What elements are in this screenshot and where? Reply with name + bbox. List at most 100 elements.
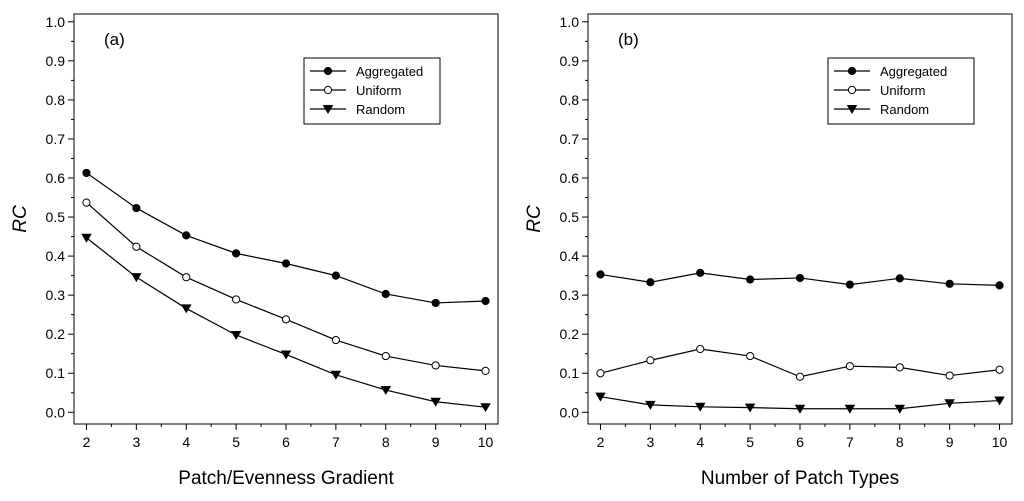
panel-b-random-point xyxy=(894,404,906,414)
panel-a-uniform-point xyxy=(431,361,440,370)
panel-a-x-tick-label: 4 xyxy=(182,434,190,450)
panel-a-random-point xyxy=(180,304,192,314)
panel-b-y-tick-label: 0.6 xyxy=(560,170,580,186)
panel-b-y-tick-label: 0.2 xyxy=(560,326,580,342)
panel-b-y-axis-title: RC xyxy=(524,205,545,233)
panel-a-series xyxy=(81,168,491,413)
panel-b-series xyxy=(595,268,1005,414)
panel-a-aggregated-point xyxy=(82,168,91,178)
panel-b-legend-aggregated-label: Aggregated xyxy=(880,64,947,79)
panel-a-y-tick-label: 1.0 xyxy=(46,14,66,30)
panel-a-aggregated-point xyxy=(132,203,141,213)
panel-a-x-tick-label: 9 xyxy=(432,434,440,450)
panel-a-x-axis-title: Patch/Evenness Gradient xyxy=(178,468,394,489)
panel-a-aggregated-point xyxy=(232,249,241,258)
panel-b-x-tick-label: 8 xyxy=(896,434,904,450)
panel-a-uniform-point xyxy=(232,295,241,304)
panel-b-uniform-line xyxy=(600,348,1000,378)
panel-b-x-tick-label: 6 xyxy=(796,434,804,450)
panel-a-legend-random-marker xyxy=(322,104,334,114)
panel-b-x-tick-label: 9 xyxy=(946,434,954,450)
panel-b-uniform-point xyxy=(845,362,854,371)
panel-a-x-tick-label: 2 xyxy=(83,434,91,450)
panel-b-y-tick-label: 0.3 xyxy=(560,287,580,303)
panel-b-random-point xyxy=(844,404,856,414)
panel-b: (b) Number of Patch Types RC 2 3 4 5 6 7 8 9 10 0… xyxy=(524,13,1013,489)
panel-b-y-tick-label: 0.1 xyxy=(560,365,580,381)
panel-b-uniform-point xyxy=(646,356,655,365)
panel-a-uniform-point xyxy=(182,273,191,282)
panel-a-x-tick-label: 6 xyxy=(282,434,290,450)
panel-a-aggregated-point xyxy=(331,271,340,280)
panel-b-legend: Aggregated Uniform Random xyxy=(827,57,975,125)
panel-a-y-tick-label: 0.5 xyxy=(46,209,66,225)
panel-a-legend-aggregated-label: Aggregated xyxy=(356,64,423,79)
panel-a-random-point xyxy=(330,370,342,380)
panel-a-label: (a) xyxy=(104,30,125,49)
panel-a-x-tick-label: 8 xyxy=(382,434,390,450)
panel-a-uniform-point xyxy=(481,366,490,375)
panel-b-y-tick-label: 0.5 xyxy=(560,209,580,225)
panel-b-x-axis-title: Number of Patch Types xyxy=(701,468,899,489)
panel-b-random-point xyxy=(794,404,806,414)
panel-a-legend-uniform-marker xyxy=(323,85,333,95)
panel-a-aggregated-point xyxy=(381,289,390,299)
panel-b-y-tick-label: 1.0 xyxy=(560,14,580,30)
panel-a-random-point xyxy=(480,403,491,413)
panel-a-aggregated-point xyxy=(481,296,490,306)
panel-b-legend-uniform-marker xyxy=(847,85,857,95)
panel-b-aggregated-point xyxy=(596,270,605,279)
panel-a-uniform-point xyxy=(281,315,291,324)
panel-b-aggregated-point xyxy=(895,274,904,283)
panel-a-legend-random-label: Random xyxy=(356,102,405,117)
panel-a-random-point xyxy=(230,330,242,340)
panel-b-random-point xyxy=(645,400,656,410)
panel-b-aggregated-point xyxy=(646,278,655,287)
panel-a-y-axis-title: RC xyxy=(10,205,31,233)
panel-a-random-point xyxy=(380,386,392,395)
panel-b-aggregated-point xyxy=(795,273,805,283)
panel-a-legend-aggregated-marker xyxy=(323,66,333,76)
panel-b-x-tick-label: 2 xyxy=(597,434,605,450)
panel-b-random-point xyxy=(744,403,756,413)
panel-a: (a) Patch/Evenness Gradient RC 2 3 4 5 6 7 8 9 1… xyxy=(10,13,499,489)
panel-a-legend: Aggregated Uniform Random xyxy=(303,57,441,125)
panel-b-aggregated-point xyxy=(845,280,854,289)
panel-b-aggregated-point xyxy=(696,268,705,277)
panel-b-uniform-point xyxy=(696,344,705,354)
panel-a-x-tick-label: 3 xyxy=(132,434,140,450)
panel-a-uniform-point xyxy=(381,351,390,361)
panel-a-aggregated-point xyxy=(182,231,191,240)
panel-b-y-tick-label: 0.9 xyxy=(560,53,580,69)
panel-b-y-tick-label: 0.7 xyxy=(560,131,580,147)
panel-a-uniform-point xyxy=(132,242,141,251)
panel-b-x-tick-label: 7 xyxy=(846,434,854,450)
panel-a-x-tick-label: 7 xyxy=(332,434,340,450)
panel-b-aggregated-point xyxy=(945,279,954,288)
panel-a-y-tick-label: 0.9 xyxy=(46,53,66,69)
panel-b-uniform-point xyxy=(596,369,605,378)
panel-b-uniform-point xyxy=(995,365,1004,374)
panel-a-y-tick-label: 0.0 xyxy=(46,404,66,420)
panel-a-legend-box xyxy=(303,57,441,125)
panel-a-aggregated-point xyxy=(431,298,440,308)
panel-a-y-tick-label: 0.4 xyxy=(46,248,66,264)
panel-a-ticks: 2 3 4 5 6 7 8 9 10 0.0 0.1 0.2 0.3 0.4 0.5 0.6 0.7 0.8 0.9… xyxy=(46,14,494,450)
panel-a-y-tick-label: 0.2 xyxy=(46,326,66,342)
panel-b-y-tick-label: 0.0 xyxy=(560,404,580,420)
panel-b-x-tick-label: 5 xyxy=(746,434,754,450)
panel-b-legend-random-label: Random xyxy=(880,102,929,117)
panel-a-legend-uniform-label: Uniform xyxy=(356,83,402,98)
panel-b-random-point xyxy=(944,399,955,409)
panel-a-random-point xyxy=(131,273,142,283)
panel-b-uniform-point xyxy=(895,363,904,372)
panel-a-aggregated-point xyxy=(281,259,291,268)
panel-b-x-tick-label: 4 xyxy=(696,434,704,450)
panel-b-aggregated-point xyxy=(995,281,1004,290)
panel-b-legend-box xyxy=(827,57,975,125)
panel-b-x-tick-label: 10 xyxy=(992,434,1008,450)
panel-b-random-point xyxy=(595,392,606,402)
panel-a-y-tick-label: 0.7 xyxy=(46,131,66,147)
